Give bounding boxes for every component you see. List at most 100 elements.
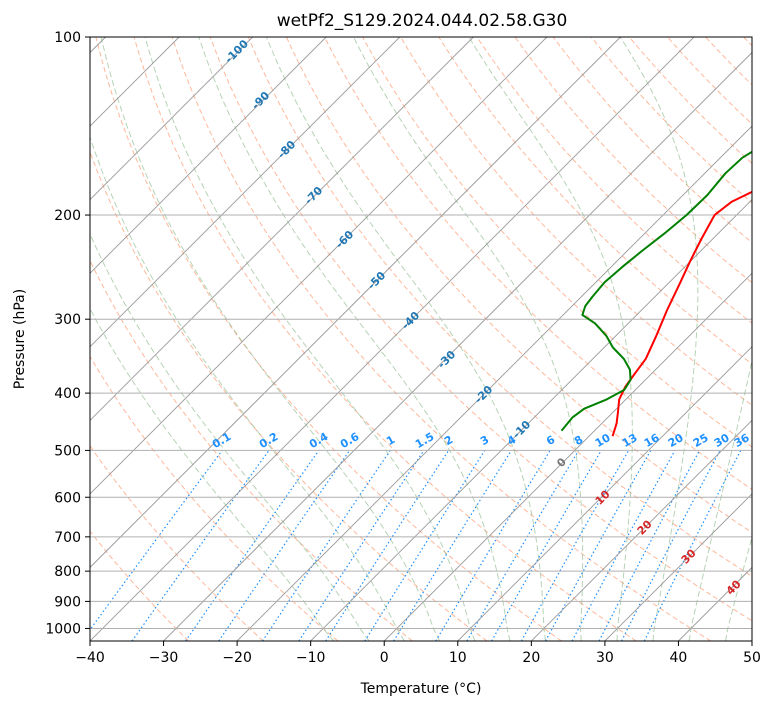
mixing-ratio-line [571,450,676,641]
isotherm-line [163,51,752,641]
mixing-ratio-label: 3 [478,433,491,448]
x-tick-label: 10 [449,650,467,666]
mixing-ratio-line [90,450,223,631]
dry-adiabat-line [95,37,562,641]
isotherm-line [457,346,752,641]
x-tick-label: 30 [596,650,614,666]
moist-adiabat-line [90,135,405,641]
mixing-ratio-label: 13 [620,431,640,450]
moist-adiabat-line [468,37,633,641]
mixing-ratio-label: 16 [642,431,662,450]
dewpoint-profile [560,150,752,432]
isotherm-line [90,37,253,201]
dry-adiabat-line [90,150,488,641]
y-tick-label: 300 [54,312,81,328]
mixing-ratio-label: 0.4 [307,430,331,451]
y-tick-label: 700 [54,530,81,546]
x-tick-label: 40 [670,650,688,666]
isotherm-line [90,37,401,348]
y-axis-label: Pressure (hPa) [12,289,28,389]
mixing-ratio-line [435,450,551,641]
mixing-ratio-label: 0.2 [257,430,280,451]
dry-adiabat-line [90,530,190,641]
isotherm-label: -90 [249,89,272,112]
moist-adiabat-line [688,358,752,641]
dry-adiabat-line [90,259,413,641]
y-tick-label: 1000 [45,621,81,637]
mixing-ratio-label: 0.6 [338,430,362,451]
mixing-ratio-line [545,450,652,641]
chart-title: wetPf2_S129.2024.044.02.58.G30 [277,11,568,31]
dry-adiabat-line [285,37,752,534]
mixing-ratio-label: 25 [691,431,711,450]
isotherm-line [90,37,327,274]
plot-frame [89,36,753,642]
x-tick-label: −10 [296,650,326,666]
mixing-ratio-line [643,450,742,641]
isotherm-line [383,272,752,641]
mixing-ratio-label: 8 [572,433,585,448]
temperature-profile [611,190,752,437]
mixing-ratio-line [261,450,391,641]
profile-curves [560,150,752,437]
y-tick-label: 400 [54,386,81,402]
dry-adiabat-line [90,355,339,641]
moist-adiabat-line [90,307,335,641]
moist-adiabat-label: 0 [554,455,569,470]
mixing-ratio-line [520,450,630,641]
moist-adiabat-line [725,535,752,641]
dry-adiabat-line [705,37,752,86]
moist-adiabat-line [265,37,546,641]
y-tick-label: 600 [54,490,81,506]
dry-adiabat-line [400,37,752,406]
mixing-ratio-line [298,450,425,641]
dry-adiabat-line [247,37,752,577]
dry-adiabat-line [552,37,752,244]
dry-adiabat-line [209,37,752,622]
axes: −40 −30 −20 −10 0 10 20 30 40 5010009008007006005… [45,30,761,666]
x-tick-label: 0 [380,650,389,666]
mixing-ratio-label: 20 [666,431,686,450]
x-axis-label: Temperature (°C) [360,681,482,697]
dry-adiabat-line [628,37,752,165]
mixing-ratio-line [621,450,721,641]
isotherm-line [310,199,752,641]
dry-adiabat-line [324,37,752,490]
moist-adiabat-line [353,37,584,641]
mixing-ratio-line [598,450,701,641]
mixing-ratio-label: 10 [593,431,613,450]
isotherm-label: -100 [222,37,251,66]
x-tick-label: −30 [149,650,179,666]
mixing-ratio-label: 36 [732,431,752,450]
isotherm-label: -70 [302,184,325,207]
isotherm-line [236,125,752,641]
mixing-ratio-line [185,450,320,641]
isotherm-label: -30 [435,348,458,371]
mixing-ratio-label: 30 [712,431,732,450]
moist-adiabat-label: 10 [593,487,613,507]
mixing-ratio-label: 6 [544,433,557,448]
isotherm-line [751,640,752,641]
x-tick-label: −20 [222,650,252,666]
y-tick-label: 100 [54,30,81,46]
moist-adiabat-line [100,37,441,641]
x-tick-label: −40 [75,650,105,666]
y-tick-label: 500 [54,443,81,459]
isotherm-line [90,37,621,569]
mixing-ratio-label: 1.5 [413,430,436,451]
y-tick-label: 900 [54,594,81,610]
dry-adiabat-line [514,37,752,284]
isotherm-line [90,37,695,641]
isotherm-line [90,37,548,495]
mixing-ratio-line [218,450,351,641]
moist-adiabat-line [198,37,511,641]
x-tick-label: 20 [522,650,540,666]
mixing-ratio-line [325,450,450,641]
background-lines [90,37,752,641]
moist-adiabat-label: 40 [724,577,744,597]
dry-adiabat-line [171,37,712,641]
moist-adiabat-line [90,232,370,641]
y-tick-label: 800 [54,564,81,580]
mixing-ratio-label: 0.1 [210,430,233,451]
